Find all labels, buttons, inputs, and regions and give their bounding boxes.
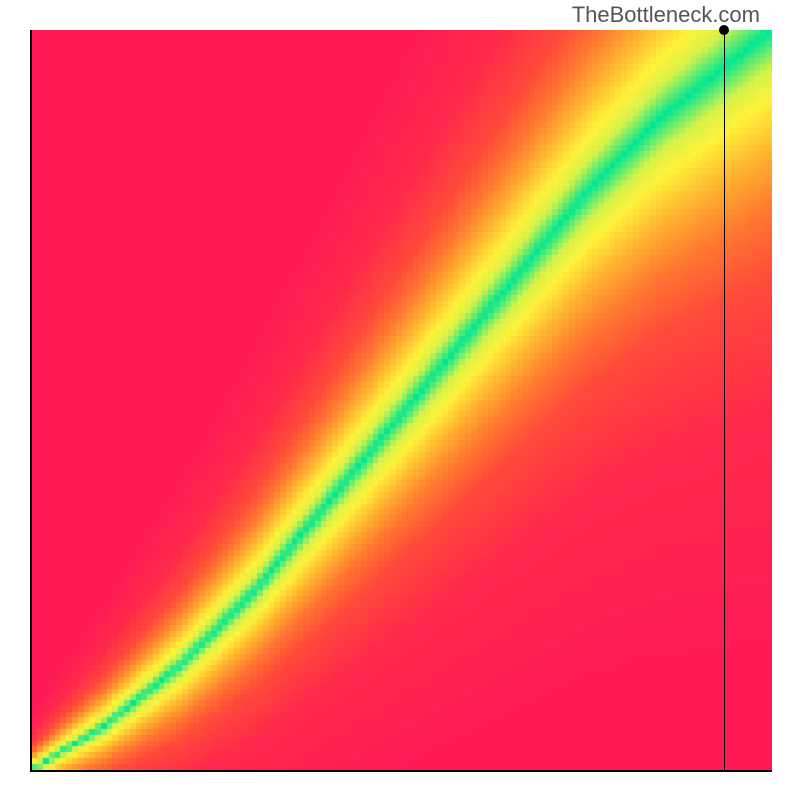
plot-area xyxy=(30,30,772,772)
marker-vertical-line xyxy=(724,30,725,770)
marker-dot xyxy=(719,25,729,35)
watermark-text: TheBottleneck.com xyxy=(572,2,760,28)
chart-container: TheBottleneck.com xyxy=(0,0,800,800)
heatmap-canvas xyxy=(32,30,772,770)
